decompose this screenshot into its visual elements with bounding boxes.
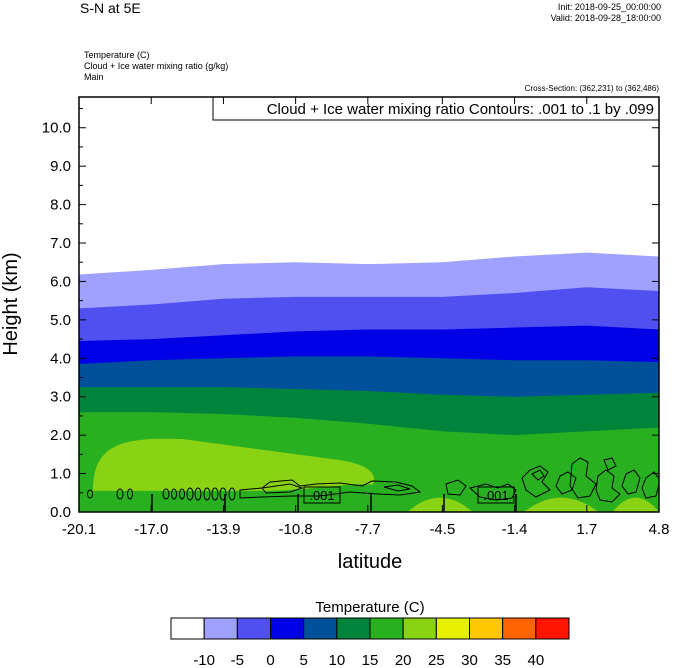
x-tick-label: -20.1	[62, 521, 96, 538]
contour-line	[239, 479, 422, 499]
figure-title: S-N at 5E	[80, 0, 141, 16]
svg-text:.001: .001	[309, 488, 334, 503]
contour-line	[383, 484, 411, 492]
colorbar-title: Temperature (C)	[315, 599, 424, 616]
y-tick-label: 3.0	[50, 389, 71, 406]
field-label-main: Main	[84, 72, 104, 82]
colorbar-swatch	[303, 617, 338, 640]
plot-frame	[78, 96, 660, 513]
contour-blob	[203, 487, 211, 501]
x-axis: -20.1 -17.0 -13.9 -10.8 -7.7 -4.5 -1.4 1.7 4.8	[62, 97, 670, 538]
contour-blob	[179, 488, 185, 500]
x-tick-label: -13.9	[206, 521, 240, 538]
colorbar-label: 25	[428, 652, 445, 668]
contour-blob	[171, 488, 177, 500]
contour-line	[531, 469, 545, 481]
contour-line	[261, 483, 304, 494]
contour-line	[555, 471, 577, 495]
contour-line	[468, 483, 517, 501]
y-tick-label: 7.0	[50, 235, 71, 252]
colorbar-swatch	[369, 617, 404, 640]
temperature-bands	[79, 252, 659, 512]
contour-line	[641, 471, 659, 499]
cloud-ice-contours	[87, 457, 659, 503]
colorbar-label: 0	[266, 652, 274, 668]
x-tick-label: 1.7	[576, 521, 597, 538]
colorbar-label: 30	[461, 652, 478, 668]
colorbar-label: 35	[494, 652, 511, 668]
contour-blob	[194, 487, 202, 501]
y-tick-label: 0.0	[50, 504, 71, 521]
colorbar-swatch	[170, 617, 205, 640]
contour-tag: .001	[477, 486, 515, 504]
colorbar-swatch	[270, 617, 305, 640]
x-tick-label: -1.4	[502, 521, 528, 538]
colorbar-swatch	[435, 617, 471, 640]
colorbar-swatch	[236, 617, 271, 640]
colorbar-swatch	[203, 617, 238, 640]
y-tick-label: 8.0	[50, 197, 71, 214]
contour-line	[445, 479, 467, 496]
valid-time: Valid: 2018-09-28_18:00:00	[551, 13, 661, 23]
y-tick-label: 5.0	[50, 312, 71, 329]
colorbar-swatch	[535, 617, 570, 640]
colorbar-label: 15	[362, 652, 379, 668]
contour-blob	[87, 489, 93, 499]
contour-blob	[228, 487, 236, 501]
contour-line	[595, 469, 621, 503]
warm-patch	[523, 497, 599, 512]
colorbar	[170, 617, 570, 640]
x-tick-label: -4.5	[429, 521, 455, 538]
colorbar-labels: -10 -5 0 5 10 15 20 25 30 35 40	[193, 652, 544, 668]
y-tick-label: 9.0	[50, 158, 71, 175]
x-tick-label: -17.0	[134, 521, 168, 538]
colorbar-label: 10	[328, 652, 345, 668]
contour-tag: .001	[303, 486, 341, 504]
contour-blob	[219, 487, 227, 501]
y-tick-label: 10.0	[42, 120, 71, 137]
cross-section-label: Cross-Section: (362,231) to (362,486)	[525, 84, 660, 93]
y-tick-label: 2.0	[50, 427, 71, 444]
svg-text:.001: .001	[483, 488, 508, 503]
y-tick-label: 6.0	[50, 273, 71, 290]
contour-line	[569, 457, 597, 499]
contour-info-box: Cloud + Ice water mixing ratio Contours:…	[212, 96, 660, 121]
y-axis: 0.0 1.0 2.0 3.0 4.0 5.0 6.0 7.0 8.0 9.0 10.0	[42, 108, 659, 521]
contour-info-label: Cloud + Ice water mixing ratio Contours:…	[267, 101, 654, 118]
warm-patch	[407, 497, 473, 512]
colorbar-label: 20	[395, 652, 412, 668]
y-tick-label: 1.0	[50, 466, 71, 483]
contour-line	[603, 457, 617, 471]
colorbar-label: 40	[527, 652, 544, 668]
contour-blob	[116, 488, 124, 500]
colorbar-swatch	[402, 617, 437, 640]
contour-line	[621, 469, 641, 495]
init-time: Init: 2018-09-25_00:00:00	[558, 2, 661, 12]
colorbar-swatch	[469, 617, 504, 640]
colorbar-label: -10	[193, 652, 215, 668]
colorbar-label: -5	[231, 652, 244, 668]
colorbar-swatch	[502, 617, 537, 640]
field-label-cloud-ice: Cloud + Ice water mixing ratio (g/kg)	[84, 61, 228, 71]
contour-blob	[127, 488, 133, 500]
plot-area: .001 .001	[79, 97, 659, 512]
y-tick-label: 4.0	[50, 350, 71, 367]
terrain-ticks	[151, 494, 517, 512]
contour-blob	[211, 487, 219, 501]
contour-line	[521, 465, 551, 498]
x-tick-label: 4.8	[649, 521, 670, 538]
field-label-temperature: Temperature (C)	[84, 50, 150, 60]
warm-core-band	[92, 438, 375, 491]
y-axis-title: Height (km)	[0, 252, 22, 355]
contour-blob	[186, 487, 194, 501]
x-tick-label: -7.7	[355, 521, 381, 538]
contour-blob	[162, 488, 170, 500]
colorbar-swatch	[336, 617, 371, 640]
x-axis-title: latitude	[338, 551, 403, 573]
warm-patch	[612, 497, 659, 512]
x-tick-label: -10.8	[279, 521, 313, 538]
colorbar-label: 5	[299, 652, 307, 668]
